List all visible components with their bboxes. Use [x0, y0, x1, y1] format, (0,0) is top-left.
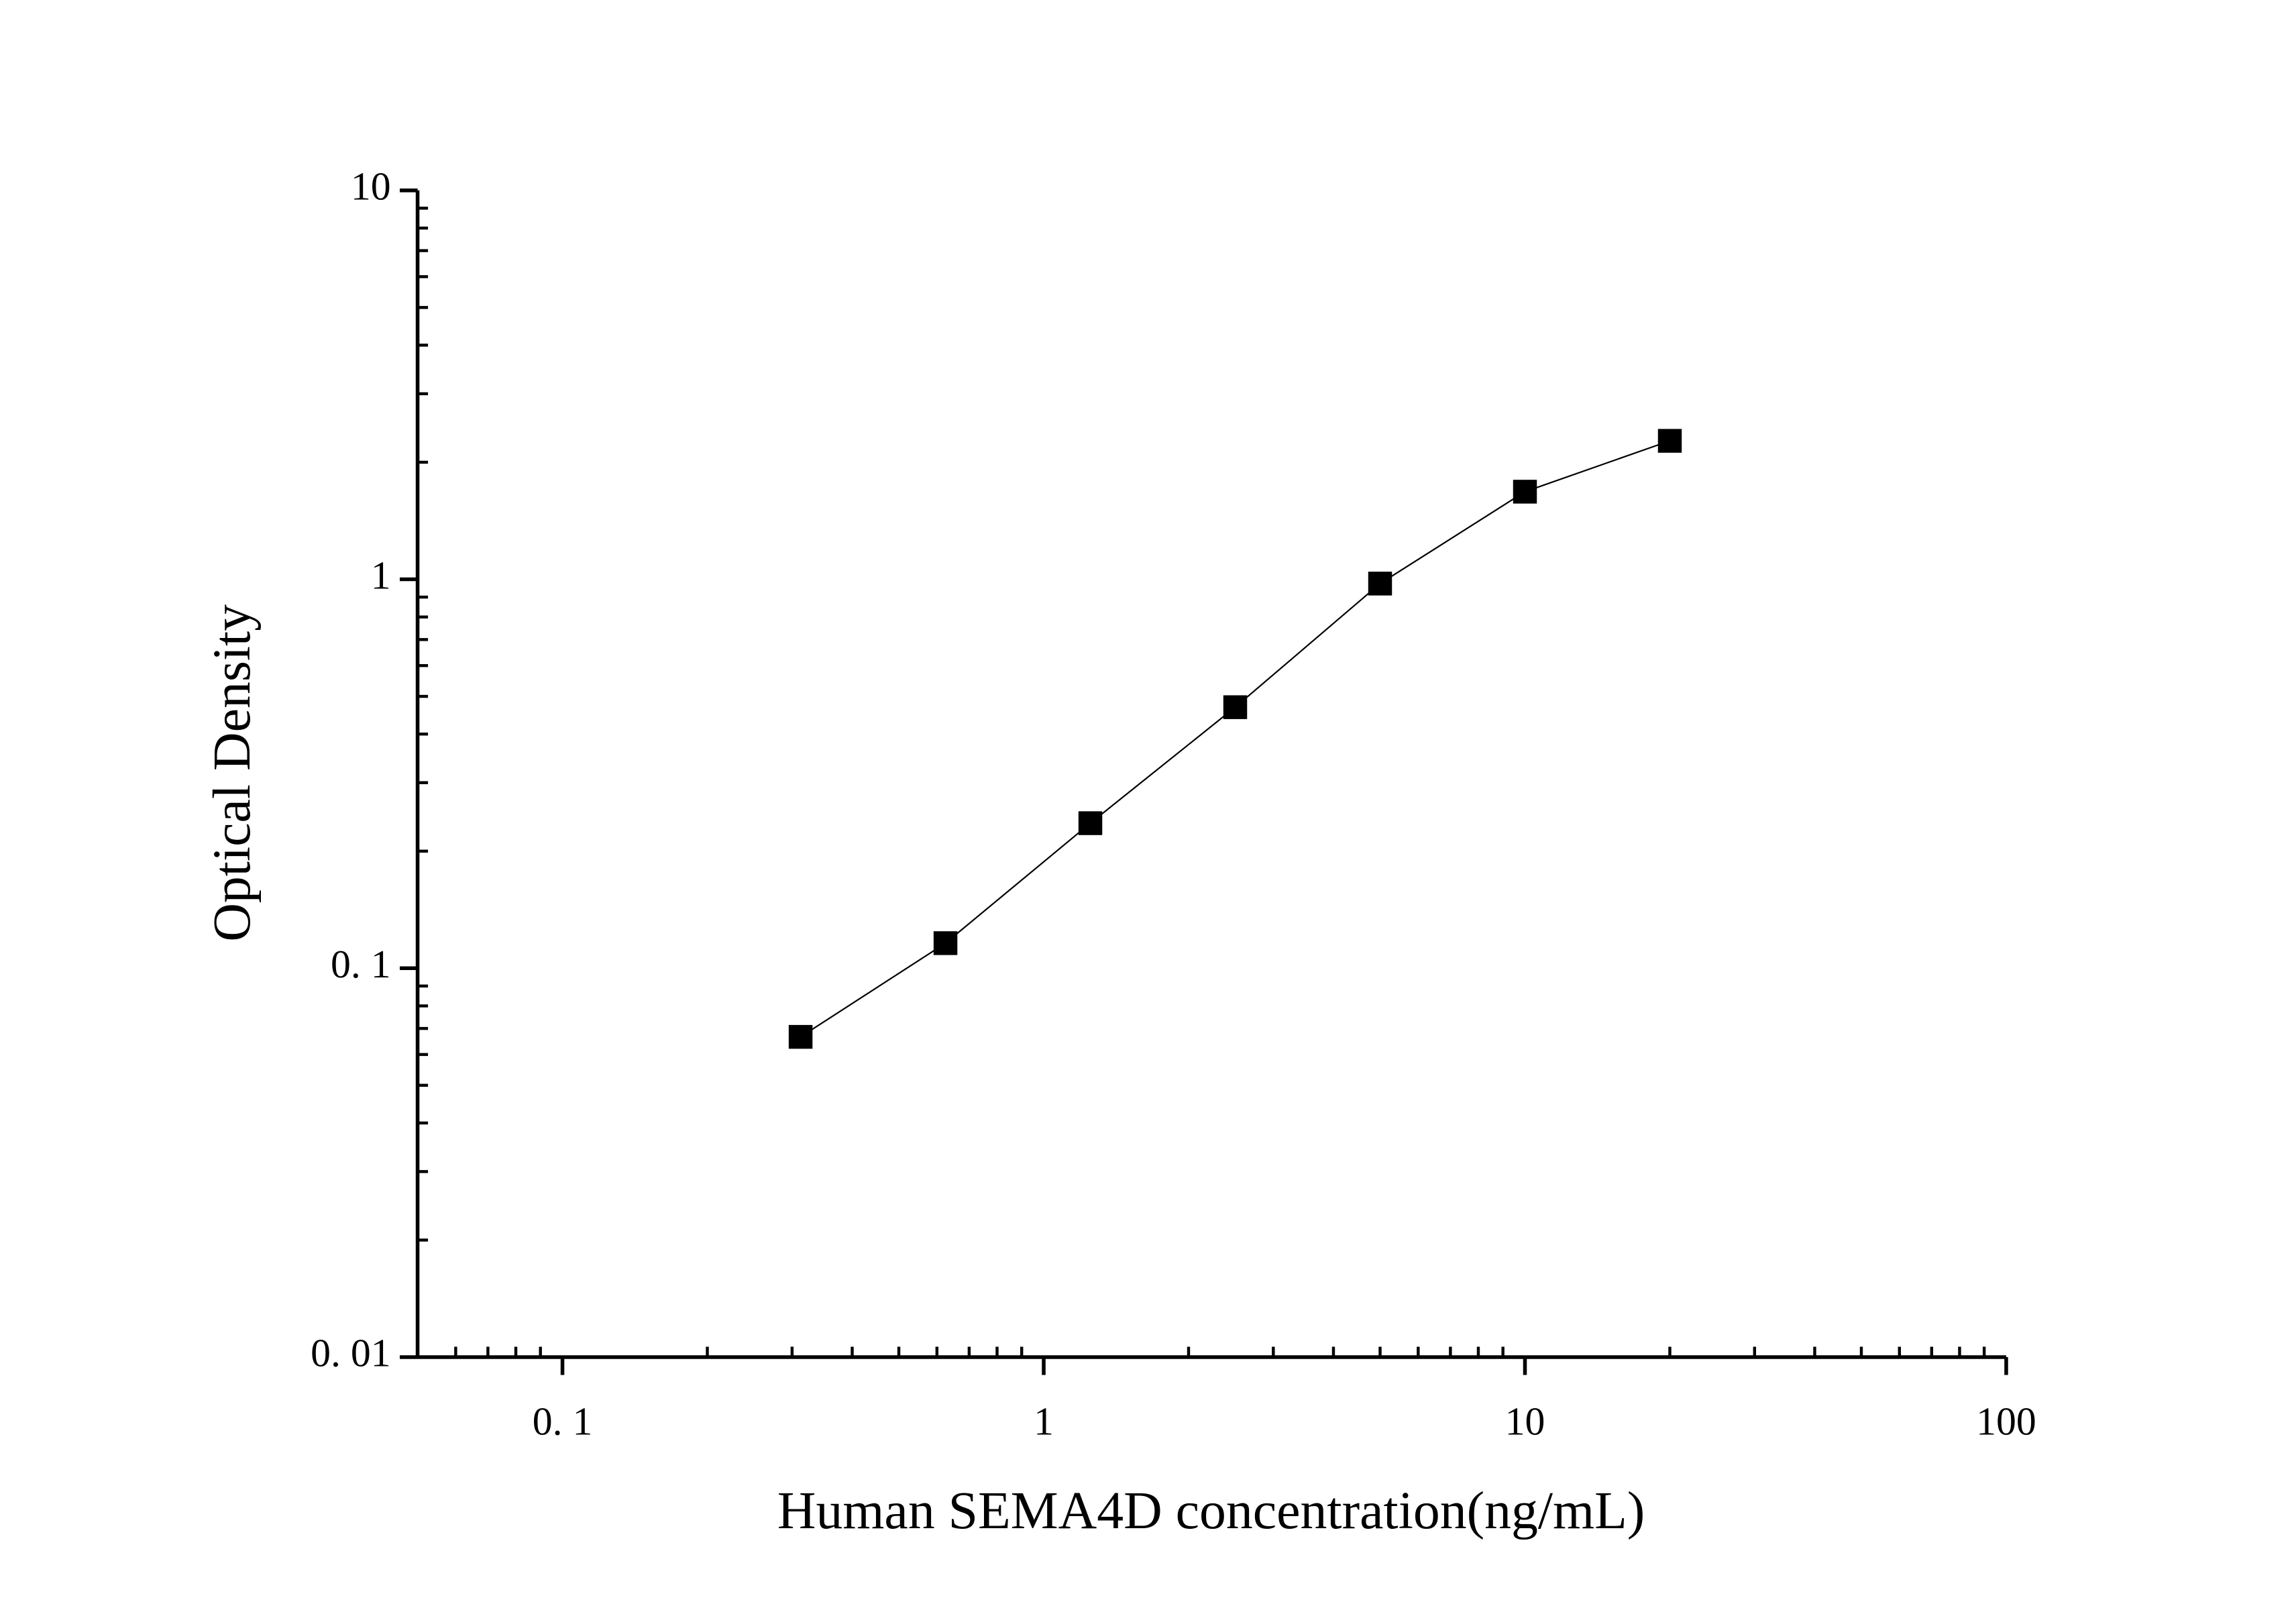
- x-axis-label: Human SEMA4D concentration(ng/mL): [777, 1481, 1645, 1540]
- series-line: [800, 440, 1670, 1038]
- data-point: [1223, 695, 1248, 719]
- data-point: [1657, 429, 1682, 453]
- data-point: [1513, 480, 1537, 504]
- y-tick-label: 10: [351, 164, 391, 209]
- data-point: [1368, 572, 1392, 596]
- y-tick-label: 0. 01: [311, 1331, 391, 1375]
- x-tick-label: 10: [1505, 1399, 1545, 1444]
- data-point: [933, 931, 958, 955]
- y-tick-label: 0. 1: [331, 942, 391, 986]
- y-tick-label: 1: [371, 553, 391, 597]
- x-tick-label: 0. 1: [533, 1399, 593, 1444]
- data-point: [788, 1024, 813, 1049]
- x-tick-label: 1: [1034, 1399, 1054, 1444]
- y-axis-label: Optical Density: [203, 604, 262, 942]
- x-tick-label: 100: [1976, 1399, 2036, 1444]
- data-point: [1078, 811, 1103, 835]
